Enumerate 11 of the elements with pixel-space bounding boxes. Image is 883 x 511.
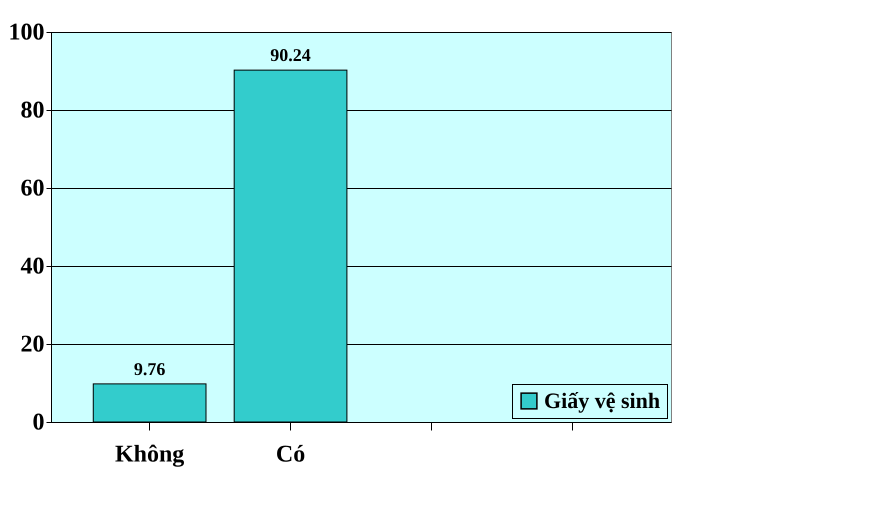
y-tick-label: 0	[32, 410, 44, 436]
data-label: 90.24	[270, 45, 311, 66]
y-tick-label: 100	[8, 20, 44, 46]
y-tick-label: 60	[20, 176, 44, 202]
data-label: 9.76	[134, 358, 166, 379]
y-tick-label: 40	[20, 254, 44, 280]
y-tick-label: 20	[20, 332, 44, 358]
x-tick-label: Có	[276, 442, 306, 468]
x-tick-label: Không	[114, 442, 184, 468]
legend-label: Giấy vệ sinh	[544, 388, 660, 413]
y-tick-label: 80	[20, 98, 44, 124]
